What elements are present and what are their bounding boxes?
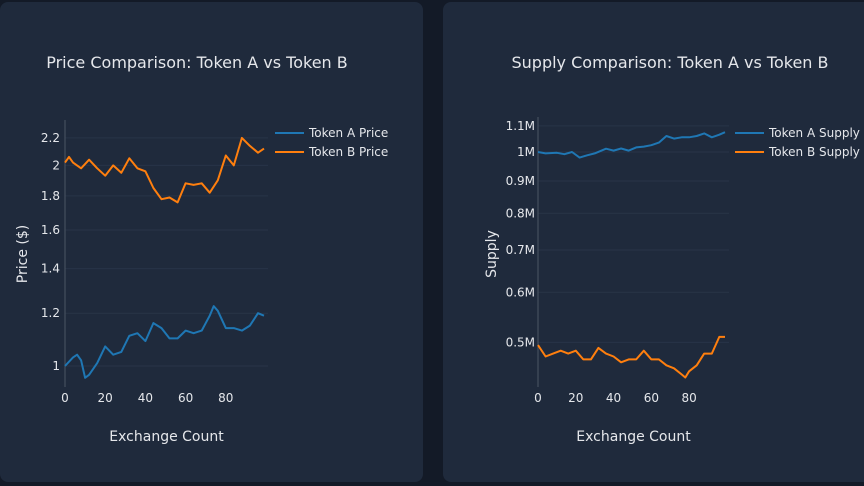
x-tick-label: 60	[644, 391, 659, 405]
x-tick-label: 20	[98, 391, 113, 405]
series-line-token-b	[64, 136, 265, 204]
y-tick-label: 2.2	[41, 131, 60, 145]
x-axis-title: Exchange Count	[109, 429, 224, 445]
legend-label: Token B Price	[308, 145, 388, 159]
y-tick-label: 0.9M	[506, 174, 535, 188]
y-tick-label: 1.8	[41, 189, 60, 203]
price-chart: Price Comparison: Token A vs Token B 1 1.2…	[15, 53, 388, 445]
y-axis-title: Price ($)	[15, 225, 31, 283]
x-tick-label: 40	[138, 391, 153, 405]
x-tick-label: 20	[568, 391, 583, 405]
series-line-token-b	[537, 335, 725, 379]
supply-chart-panel: Supply Comparison: Token A vs Token B 0.5…	[443, 2, 864, 482]
y-tick-label: 1.1M	[506, 119, 535, 133]
supply-chart: Supply Comparison: Token A vs Token B 0.5…	[484, 53, 860, 445]
y-tick-label: 1.2	[41, 306, 60, 320]
legend-label: Token B Supply	[768, 145, 860, 159]
y-tick-label: 1.4	[41, 262, 60, 276]
chart-title: Supply Comparison: Token A vs Token B	[512, 53, 829, 72]
y-tick-label: 1	[52, 359, 60, 373]
y-tick-label: 0.6M	[506, 285, 535, 299]
y-tick-label: 0.5M	[506, 335, 535, 349]
series-line-token-a	[537, 131, 726, 159]
y-tick-label: 1M	[517, 145, 535, 159]
x-tick-label: 0	[534, 391, 542, 405]
x-axis-title: Exchange Count	[576, 429, 691, 445]
legend-label: Token A Supply	[768, 126, 860, 140]
x-tick-label: 80	[218, 391, 233, 405]
price-chart-panel: Price Comparison: Token A vs Token B 1 1.2…	[0, 2, 423, 482]
x-tick-label: 60	[178, 391, 193, 405]
legend-label: Token A Price	[308, 126, 388, 140]
y-tick-label: 2	[52, 158, 60, 172]
y-tick-label: 0.8M	[506, 206, 535, 220]
y-axis-title: Supply	[484, 230, 500, 278]
y-tick-label: 0.7M	[506, 243, 535, 257]
series-line-token-a	[64, 305, 265, 379]
x-tick-label: 0	[61, 391, 69, 405]
x-tick-label: 40	[606, 391, 621, 405]
x-tick-label: 80	[681, 391, 696, 405]
chart-title: Price Comparison: Token A vs Token B	[46, 53, 348, 72]
y-tick-label: 1.6	[41, 223, 60, 237]
